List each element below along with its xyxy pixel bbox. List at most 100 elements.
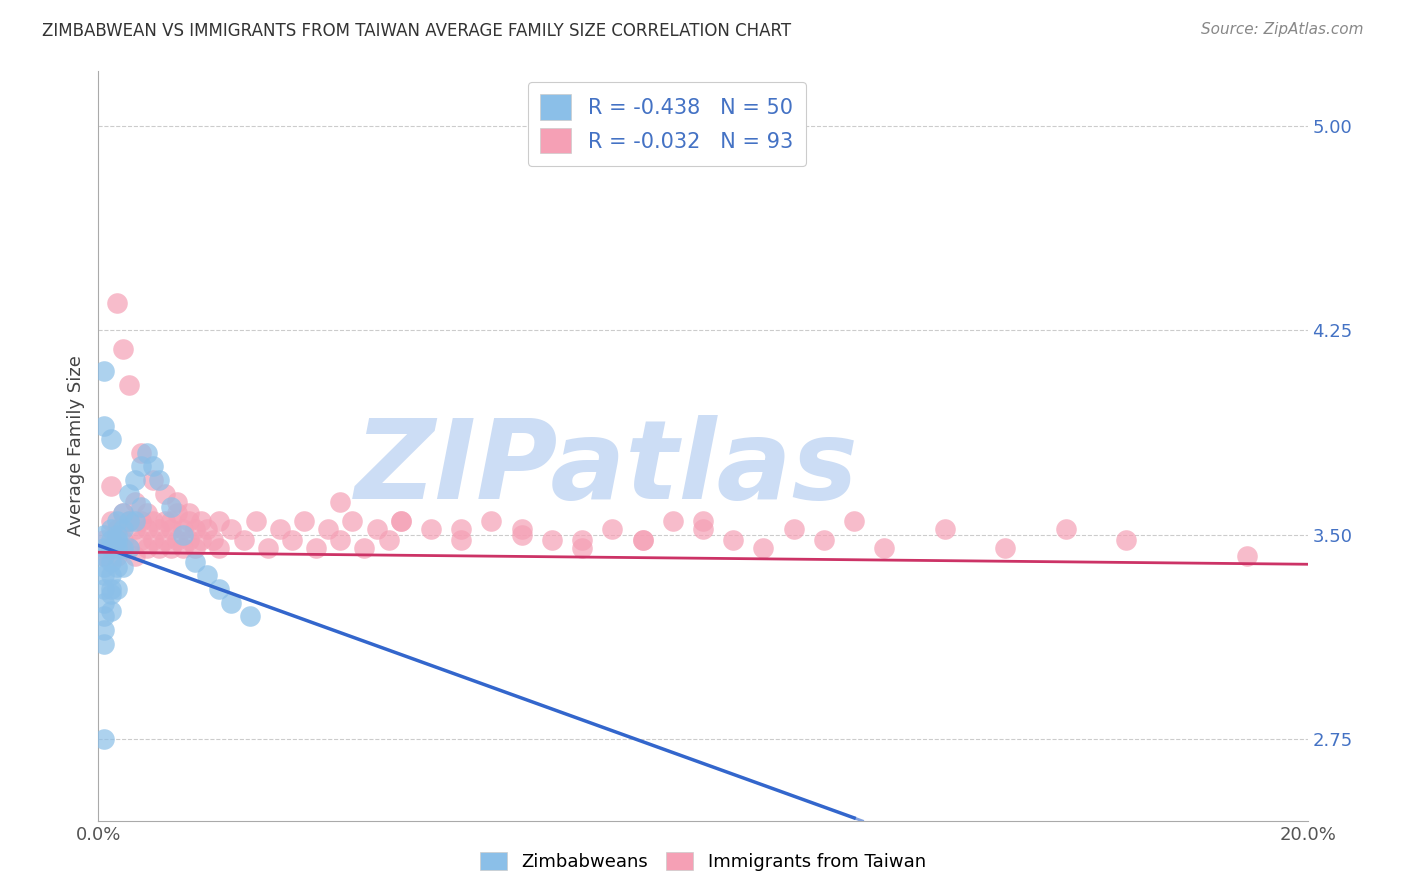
Point	[135, 522, 157, 536]
Point	[184, 555, 207, 569]
Point	[723, 533, 745, 547]
Point	[481, 514, 503, 528]
Point	[179, 506, 201, 520]
Point	[93, 549, 115, 564]
Point	[994, 541, 1017, 556]
Point	[100, 541, 122, 556]
Point	[100, 522, 122, 536]
Point	[540, 533, 562, 547]
Point	[129, 500, 152, 515]
Point	[179, 514, 201, 528]
Point	[450, 522, 472, 536]
Text: Source: ZipAtlas.com: Source: ZipAtlas.com	[1201, 22, 1364, 37]
Point	[93, 541, 115, 556]
Point	[844, 514, 866, 528]
Point	[105, 560, 128, 574]
Point	[124, 549, 146, 564]
Point	[142, 473, 165, 487]
Point	[221, 522, 243, 536]
Point	[377, 533, 399, 547]
Point	[783, 522, 806, 536]
Point	[256, 541, 278, 556]
Point	[389, 514, 412, 528]
Point	[118, 486, 141, 500]
Point	[93, 364, 115, 378]
Point	[93, 636, 115, 650]
Point	[105, 541, 128, 556]
Point	[93, 418, 115, 433]
Point	[420, 522, 443, 536]
Point	[148, 541, 170, 556]
Point	[245, 514, 267, 528]
Point	[602, 522, 624, 536]
Point	[100, 533, 122, 547]
Point	[166, 506, 188, 520]
Point	[135, 506, 157, 520]
Point	[100, 587, 122, 601]
Point	[160, 514, 183, 528]
Point	[269, 522, 291, 536]
Legend: Zimbabweans, Immigrants from Taiwan: Zimbabweans, Immigrants from Taiwan	[472, 845, 934, 879]
Point	[160, 541, 183, 556]
Point	[105, 549, 128, 564]
Point	[305, 541, 328, 556]
Point	[160, 522, 183, 536]
Point	[692, 514, 714, 528]
Point	[105, 533, 128, 547]
Point	[510, 527, 533, 541]
Point	[571, 541, 593, 556]
Point	[100, 514, 122, 528]
Point	[166, 533, 188, 547]
Point	[195, 568, 218, 582]
Point	[111, 522, 134, 536]
Point	[166, 495, 188, 509]
Point	[366, 522, 388, 536]
Point	[510, 522, 533, 536]
Point	[142, 514, 165, 528]
Point	[160, 500, 183, 515]
Point	[105, 527, 128, 541]
Point	[239, 609, 262, 624]
Point	[129, 514, 152, 528]
Point	[93, 560, 115, 574]
Point	[208, 541, 231, 556]
Point	[118, 514, 141, 528]
Point	[208, 582, 231, 596]
Point	[172, 522, 194, 536]
Point	[153, 514, 176, 528]
Point	[124, 514, 146, 528]
Point	[100, 582, 122, 596]
Point	[292, 514, 315, 528]
Point	[105, 522, 128, 536]
Point	[118, 541, 141, 556]
Point	[111, 533, 134, 547]
Point	[329, 533, 352, 547]
Point	[232, 533, 254, 547]
Point	[129, 459, 152, 474]
Point	[105, 514, 128, 528]
Point	[873, 541, 896, 556]
Point	[118, 514, 141, 528]
Point	[111, 343, 134, 357]
Point	[1236, 549, 1258, 564]
Text: ZIMBABWEAN VS IMMIGRANTS FROM TAIWAN AVERAGE FAMILY SIZE CORRELATION CHART: ZIMBABWEAN VS IMMIGRANTS FROM TAIWAN AVE…	[42, 22, 792, 40]
Point	[100, 568, 122, 582]
Point	[93, 533, 115, 547]
Point	[135, 541, 157, 556]
Point	[124, 473, 146, 487]
Point	[389, 514, 412, 528]
Point	[202, 533, 225, 547]
Point	[129, 446, 152, 460]
Point	[142, 533, 165, 547]
Point	[631, 533, 654, 547]
Point	[281, 533, 304, 547]
Point	[184, 522, 207, 536]
Point	[190, 514, 212, 528]
Point	[179, 533, 201, 547]
Point	[221, 596, 243, 610]
Point	[93, 568, 115, 582]
Point	[752, 541, 775, 556]
Point	[692, 522, 714, 536]
Point	[129, 533, 152, 547]
Point	[100, 478, 122, 492]
